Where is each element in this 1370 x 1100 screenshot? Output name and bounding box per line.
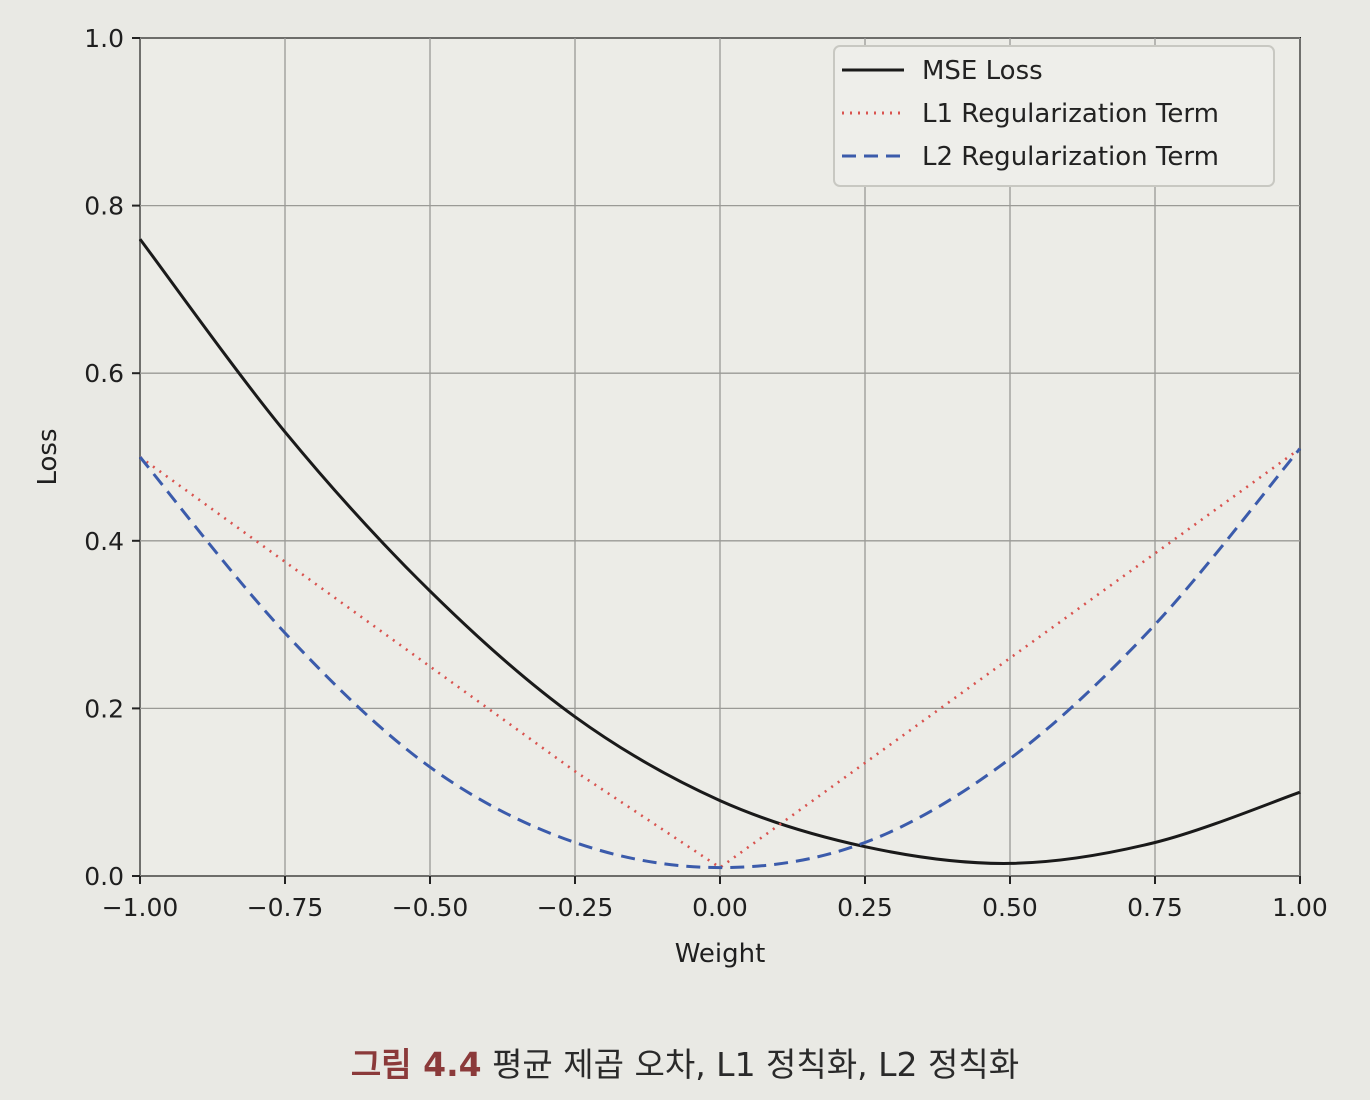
series-line-mse	[138, 238, 1301, 865]
figure-caption: 그림 4.4 평균 제곱 오차, L1 정칙화, L2 정칙화	[0, 1038, 1370, 1086]
legend-label-l2: L2 Regularization Term	[922, 142, 1219, 172]
series-lines	[138, 238, 1302, 870]
x-tick-label: −0.25	[537, 893, 614, 922]
x-tick-label: 0.50	[982, 893, 1038, 922]
y-tick-label: 1.0	[84, 24, 124, 53]
y-axis-ticks: 0.0 0.2 0.4 0.6 0.8 1.0	[84, 24, 140, 891]
series-line-l2	[138, 447, 1302, 870]
figure-caption-text: 평균 제곱 오차, L1 정칙화, L2 정칙화	[481, 1045, 1020, 1084]
x-tick-label: 1.00	[1272, 893, 1328, 922]
x-axis-ticks: −1.00 −0.75 −0.50 −0.25 0.00 0.25 0.50 0.75 1.00	[102, 876, 1328, 922]
x-axis-label: Weight	[675, 939, 766, 969]
x-tick-label: 0.25	[837, 893, 893, 922]
y-tick-label: 0.2	[84, 694, 124, 723]
y-tick-label: 0.0	[84, 862, 124, 891]
y-axis-label: Loss	[33, 428, 63, 485]
y-tick-label: 0.8	[84, 192, 124, 221]
y-tick-label: 0.6	[84, 359, 124, 388]
x-tick-label: 0.00	[692, 893, 748, 922]
x-tick-label: −0.50	[392, 893, 469, 922]
legend-box	[833, 45, 1275, 187]
legend: MSE Loss L1 Regularization Term L2 Regul…	[833, 45, 1275, 187]
x-tick-label: −1.00	[102, 893, 179, 922]
legend-label-mse: MSE Loss	[922, 56, 1043, 86]
x-tick-label: −0.75	[247, 893, 324, 922]
figure-number: 그림 4.4	[350, 1045, 482, 1084]
loss-chart: −1.00 −0.75 −0.50 −0.25 0.00 0.25 0.50 0.75 1.00…	[33, 24, 1328, 969]
x-tick-label: 0.75	[1127, 893, 1183, 922]
y-tick-label: 0.4	[84, 527, 124, 556]
legend-label-l1: L1 Regularization Term	[922, 99, 1219, 129]
